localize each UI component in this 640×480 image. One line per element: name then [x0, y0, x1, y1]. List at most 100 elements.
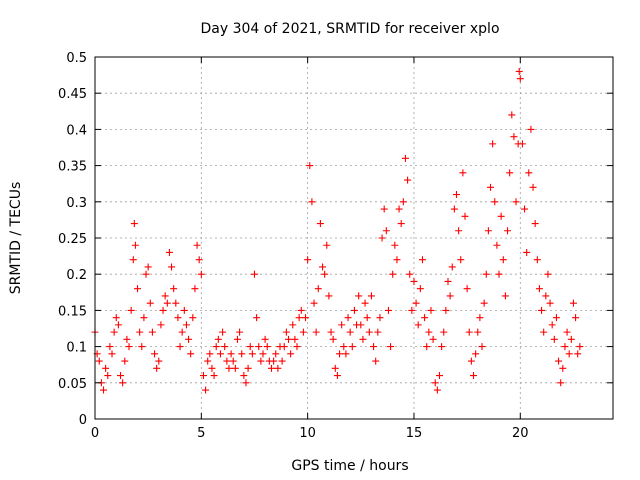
data-point	[569, 299, 577, 307]
data-point	[285, 335, 293, 343]
data-point	[223, 357, 231, 365]
data-point	[219, 328, 227, 336]
data-point	[550, 335, 558, 343]
x-tick-label: 0	[91, 426, 99, 441]
data-point	[401, 154, 409, 162]
data-point	[302, 314, 310, 322]
data-point	[327, 328, 335, 336]
data-point	[470, 372, 478, 380]
data-point	[104, 372, 112, 380]
data-point	[365, 328, 373, 336]
data-point	[238, 350, 246, 358]
data-point	[246, 343, 254, 351]
data-point	[161, 292, 169, 300]
data-point	[533, 256, 541, 264]
data-point	[348, 343, 356, 351]
data-point	[493, 241, 501, 249]
data-point	[431, 379, 439, 387]
data-point	[406, 270, 414, 278]
data-point	[561, 343, 569, 351]
data-point	[193, 241, 201, 249]
data-point	[427, 306, 435, 314]
data-point	[480, 299, 488, 307]
x-tick-label: 15	[406, 426, 423, 441]
data-point	[151, 350, 159, 358]
data-point	[423, 343, 431, 351]
data-point	[329, 335, 337, 343]
data-point	[435, 372, 443, 380]
data-point	[221, 343, 229, 351]
data-point	[474, 328, 482, 336]
data-point	[174, 314, 182, 322]
data-point	[384, 306, 392, 314]
data-point	[319, 263, 327, 271]
data-point	[153, 364, 161, 372]
data-point	[100, 386, 108, 394]
data-point	[212, 343, 220, 351]
data-point	[289, 321, 297, 329]
data-point	[233, 335, 241, 343]
data-point	[531, 220, 539, 228]
y-tick-label: 0.2	[66, 268, 87, 283]
data-point	[557, 379, 565, 387]
data-point	[380, 205, 388, 213]
data-point	[512, 198, 520, 206]
data-point	[515, 67, 523, 75]
data-point	[555, 357, 563, 365]
data-point	[278, 357, 286, 365]
data-point	[168, 263, 176, 271]
data-point	[333, 372, 341, 380]
y-tick-label: 0.4	[66, 123, 87, 138]
data-point	[248, 350, 256, 358]
data-point	[563, 328, 571, 336]
data-point	[395, 205, 403, 213]
data-point	[189, 314, 197, 322]
data-point	[130, 220, 138, 228]
data-point	[253, 314, 261, 322]
data-point	[357, 321, 365, 329]
data-point	[216, 350, 224, 358]
y-tick-label: 0.15	[58, 304, 87, 319]
data-point	[127, 306, 135, 314]
data-point	[467, 357, 475, 365]
data-point	[378, 234, 386, 242]
data-point	[308, 198, 316, 206]
x-tick-label: 20	[512, 426, 529, 441]
data-point	[525, 169, 533, 177]
data-point	[565, 350, 573, 358]
data-point	[344, 314, 352, 322]
data-points	[91, 67, 584, 394]
data-point	[157, 321, 165, 329]
data-point	[448, 263, 456, 271]
data-point	[257, 357, 265, 365]
data-point	[361, 299, 369, 307]
y-tick-label: 0.1	[66, 341, 87, 356]
y-tick-label: 0.35	[58, 160, 87, 175]
data-point	[210, 372, 218, 380]
data-point	[336, 350, 344, 358]
data-point	[95, 357, 103, 365]
data-point	[117, 372, 125, 380]
data-point	[202, 386, 210, 394]
data-point	[476, 314, 484, 322]
chart-title: Day 304 of 2021, SRMTID for receiver xpl…	[200, 21, 499, 37]
y-tick-label: 0.25	[58, 232, 87, 247]
data-point	[372, 357, 380, 365]
data-point	[299, 328, 307, 336]
data-point	[199, 372, 207, 380]
data-point	[206, 350, 214, 358]
data-point	[450, 205, 458, 213]
data-point	[144, 263, 152, 271]
data-point	[136, 328, 144, 336]
data-point	[538, 306, 546, 314]
y-tick-label: 0.3	[66, 196, 87, 211]
data-point	[231, 364, 239, 372]
data-point	[472, 350, 480, 358]
data-point	[548, 321, 556, 329]
data-point	[542, 292, 550, 300]
data-point	[123, 335, 131, 343]
data-point	[504, 227, 512, 235]
data-point	[440, 328, 448, 336]
data-point	[567, 335, 575, 343]
